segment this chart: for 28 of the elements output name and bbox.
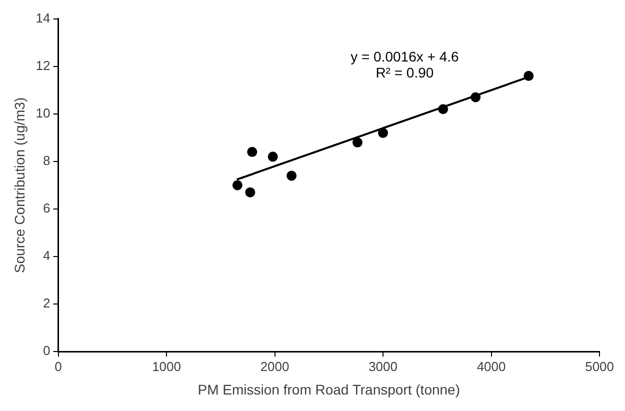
y-tick-label: 2 xyxy=(43,296,50,311)
point xyxy=(232,180,242,190)
y-axis-title: Source Contribution (ug/m3) xyxy=(11,97,28,274)
point xyxy=(378,128,388,138)
y-tick-label: 0 xyxy=(43,343,50,358)
annotation: R² = 0.90 xyxy=(376,64,434,81)
y-tick-label: 4 xyxy=(43,248,50,264)
point xyxy=(352,137,362,148)
x-axis-title: PM Emission from Road Transport (tonne) xyxy=(198,381,460,398)
point xyxy=(268,152,278,162)
x-tick-label: 5000 xyxy=(585,358,614,374)
point xyxy=(438,104,448,114)
point xyxy=(524,70,534,81)
y-tick-label: 12 xyxy=(36,58,50,73)
point xyxy=(247,146,258,157)
x-tick-label: 4000 xyxy=(476,358,506,374)
x-tick-label: 2000 xyxy=(260,358,290,374)
y-tick-label: 10 xyxy=(36,105,50,120)
x-tick-label: 3000 xyxy=(368,358,398,374)
x-tick-label: 1000 xyxy=(152,358,181,374)
y-tick-label: 6 xyxy=(43,200,50,216)
y-tick-label: 8 xyxy=(43,153,50,168)
point xyxy=(286,170,297,181)
point xyxy=(245,187,256,198)
y-tick-label: 14 xyxy=(36,10,50,26)
annotation: y = 0.0016x + 4.6 xyxy=(350,48,459,65)
x-tick-label: 0 xyxy=(54,358,62,374)
point xyxy=(470,92,481,102)
